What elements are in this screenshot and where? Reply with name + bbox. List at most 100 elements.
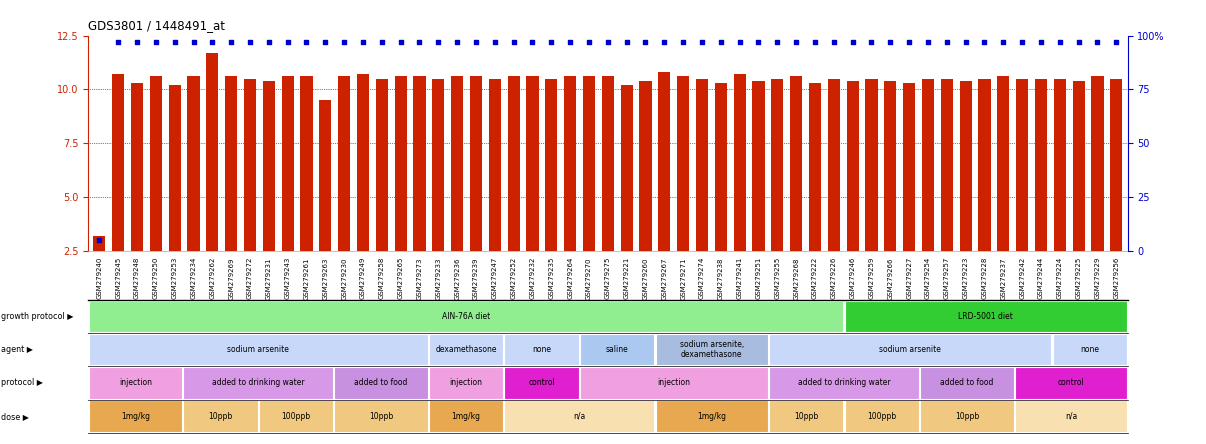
Bar [281,76,294,305]
FancyBboxPatch shape [580,367,768,399]
Point [768,39,788,46]
Bar [112,74,124,305]
Point [617,39,637,46]
Bar [639,81,651,305]
Text: sodium arsenite: sodium arsenite [227,345,289,354]
FancyBboxPatch shape [89,400,182,432]
Point [806,39,825,46]
Bar [866,79,878,305]
Bar [771,79,784,305]
Text: control: control [528,378,555,388]
Text: added to food: added to food [941,378,994,388]
Bar [1035,79,1047,305]
Text: dexamethasone: dexamethasone [435,345,497,354]
Text: 1mg/kg: 1mg/kg [451,412,480,421]
Text: LRD-5001 diet: LRD-5001 diet [959,312,1013,321]
FancyBboxPatch shape [1014,367,1128,399]
Bar [978,79,990,305]
Point [900,39,919,46]
Point [128,39,147,46]
Bar [338,76,350,305]
Text: 10ppb: 10ppb [209,412,233,421]
Text: added to drinking water: added to drinking water [212,378,304,388]
Bar [753,81,765,305]
FancyBboxPatch shape [504,367,579,399]
FancyBboxPatch shape [769,367,919,399]
Text: added to food: added to food [355,378,408,388]
Point [1050,39,1070,46]
Point [974,39,994,46]
Point [410,39,429,46]
Bar [394,76,406,305]
Point [862,39,882,46]
Text: dose ▶: dose ▶ [1,412,29,421]
FancyBboxPatch shape [89,367,182,399]
Bar [1091,76,1103,305]
Point [655,39,674,46]
Point [843,39,862,46]
Point [1031,39,1050,46]
Bar [432,79,445,305]
Point [636,39,655,46]
Point [918,39,937,46]
Point [786,39,806,46]
Bar [244,79,256,305]
Bar [451,76,463,305]
Text: agent ▶: agent ▶ [1,345,33,354]
Bar [545,79,557,305]
Bar [187,76,200,305]
FancyBboxPatch shape [504,334,579,365]
Bar [602,76,614,305]
Point [1069,39,1088,46]
Point [956,39,976,46]
Bar [320,100,332,305]
FancyBboxPatch shape [769,334,1052,365]
Point [109,39,128,46]
Point [89,237,109,244]
Bar [526,76,539,305]
Point [749,39,768,46]
Point [692,39,712,46]
Bar [93,236,105,305]
FancyBboxPatch shape [89,301,843,332]
Bar [884,81,896,305]
FancyBboxPatch shape [429,367,503,399]
Text: 1mg/kg: 1mg/kg [121,412,150,421]
Bar [621,85,633,305]
Text: none: none [532,345,551,354]
FancyBboxPatch shape [920,400,1013,432]
Bar [941,79,953,305]
Text: AIN-76A diet: AIN-76A diet [441,312,490,321]
Point [183,39,203,46]
Bar [414,76,426,305]
Point [561,39,580,46]
Point [240,39,259,46]
Text: n/a: n/a [1065,412,1077,421]
Bar [847,81,859,305]
Text: added to drinking water: added to drinking water [798,378,890,388]
Point [824,39,843,46]
Point [541,39,561,46]
Text: none: none [1081,345,1100,354]
Bar [263,81,275,305]
Bar [960,81,972,305]
Text: protocol ▶: protocol ▶ [1,378,43,388]
Bar [470,76,482,305]
Text: sodium arsenite: sodium arsenite [879,345,941,354]
Point [447,39,467,46]
FancyBboxPatch shape [580,334,655,365]
Bar [300,76,312,305]
Bar [131,83,144,305]
Bar [357,74,369,305]
Bar [206,53,218,305]
Bar [997,76,1009,305]
Text: injection: injection [450,378,482,388]
FancyBboxPatch shape [334,400,428,432]
Point [1013,39,1032,46]
Point [222,39,241,46]
FancyBboxPatch shape [769,400,843,432]
Bar [1111,79,1123,305]
Point [279,39,298,46]
Point [880,39,900,46]
FancyBboxPatch shape [920,367,1013,399]
